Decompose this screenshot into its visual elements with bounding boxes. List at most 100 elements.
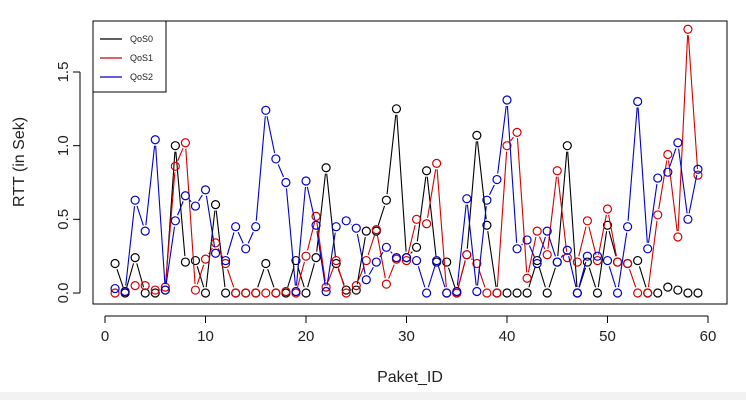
bottom-strip [0,392,746,400]
series-segment [295,186,307,286]
series-segment [356,236,366,285]
data-point [301,251,311,261]
series-segment [627,107,638,221]
series-layer [110,24,703,298]
data-point [271,288,281,298]
x-tick-label: 30 [398,328,415,345]
data-point [452,286,462,297]
data-point [321,163,331,173]
series-segment [506,105,518,243]
series-segment [578,226,587,257]
data-point [221,258,231,269]
data-point [592,251,603,261]
y-tick-label: 1.5 [55,62,72,83]
series-segment [237,231,244,244]
series-segment [647,183,658,243]
data-point [532,226,542,236]
data-point [633,255,643,266]
x-tick-label: 40 [499,328,516,345]
series-segment [277,164,285,178]
legend-item-qos1: QoS1 [100,53,153,63]
series-segment [165,226,176,285]
data-point [602,255,613,266]
data-point [361,226,371,236]
data-point [622,258,633,269]
data-point [331,255,341,266]
series-segment [436,169,447,288]
data-point [512,244,522,254]
series-segment [357,265,365,281]
data-point [261,258,271,269]
data-point [190,285,201,295]
data-point [422,219,432,229]
data-point [381,242,391,252]
series-segment [578,261,587,288]
data-point [180,257,190,267]
y-tick-label: 1.0 [55,135,72,156]
x-tick-label: 20 [298,328,315,345]
series-segment [547,176,558,249]
data-point [592,288,603,298]
series-segment [457,260,466,288]
data-point [301,288,311,298]
data-point [261,105,271,115]
series-segment [307,263,315,288]
data-point [512,288,522,298]
series-segment [687,35,699,170]
legend-box [92,20,167,93]
data-point [210,200,221,210]
data-point [351,281,361,291]
series-segment [637,107,648,243]
series-segment [255,116,266,221]
data-point [572,257,582,267]
series-segment [376,235,386,279]
x-tick-label: 10 [197,328,214,345]
data-point [190,255,201,266]
x-axis: 0 10 20 30 40 50 60 [101,315,716,345]
series-segment [205,195,216,248]
data-point [351,223,361,233]
series-segment [177,201,184,216]
data-point [311,211,321,221]
series-segment [379,251,384,258]
series-segment [608,266,617,288]
data-point [663,167,673,177]
series-qos1 [110,24,703,298]
data-point [341,285,351,295]
series-segment [557,176,568,252]
series-segment [116,269,124,288]
series-segment [568,255,577,288]
series-segment [677,35,689,232]
data-point [281,177,291,188]
series-segment [247,231,254,244]
series-segment [386,114,397,195]
data-point [341,216,351,226]
data-point [442,257,452,267]
series-segment [476,141,487,220]
series-segment [487,231,497,288]
data-point [542,226,552,236]
series-segment [396,114,407,252]
data-point [110,288,120,298]
data-point [522,288,532,298]
data-point [150,285,160,295]
data-point [221,255,231,266]
y-axis-title: RTT (in Sek) [11,117,28,207]
data-point [592,255,603,266]
data-point [522,235,532,245]
y-tick-label: 0.0 [55,283,72,304]
data-point [371,257,381,267]
data-point [200,288,211,298]
data-point [522,273,532,283]
series-segment [470,258,473,260]
series-segment [125,206,136,286]
data-point [482,220,492,230]
legend-item-qos0: QoS0 [100,34,153,44]
data-point [311,220,321,230]
data-point [462,250,472,260]
data-point [532,258,542,269]
data-point [411,255,422,266]
series-segment [478,269,486,288]
data-point [391,104,402,114]
series-segment [208,247,213,255]
